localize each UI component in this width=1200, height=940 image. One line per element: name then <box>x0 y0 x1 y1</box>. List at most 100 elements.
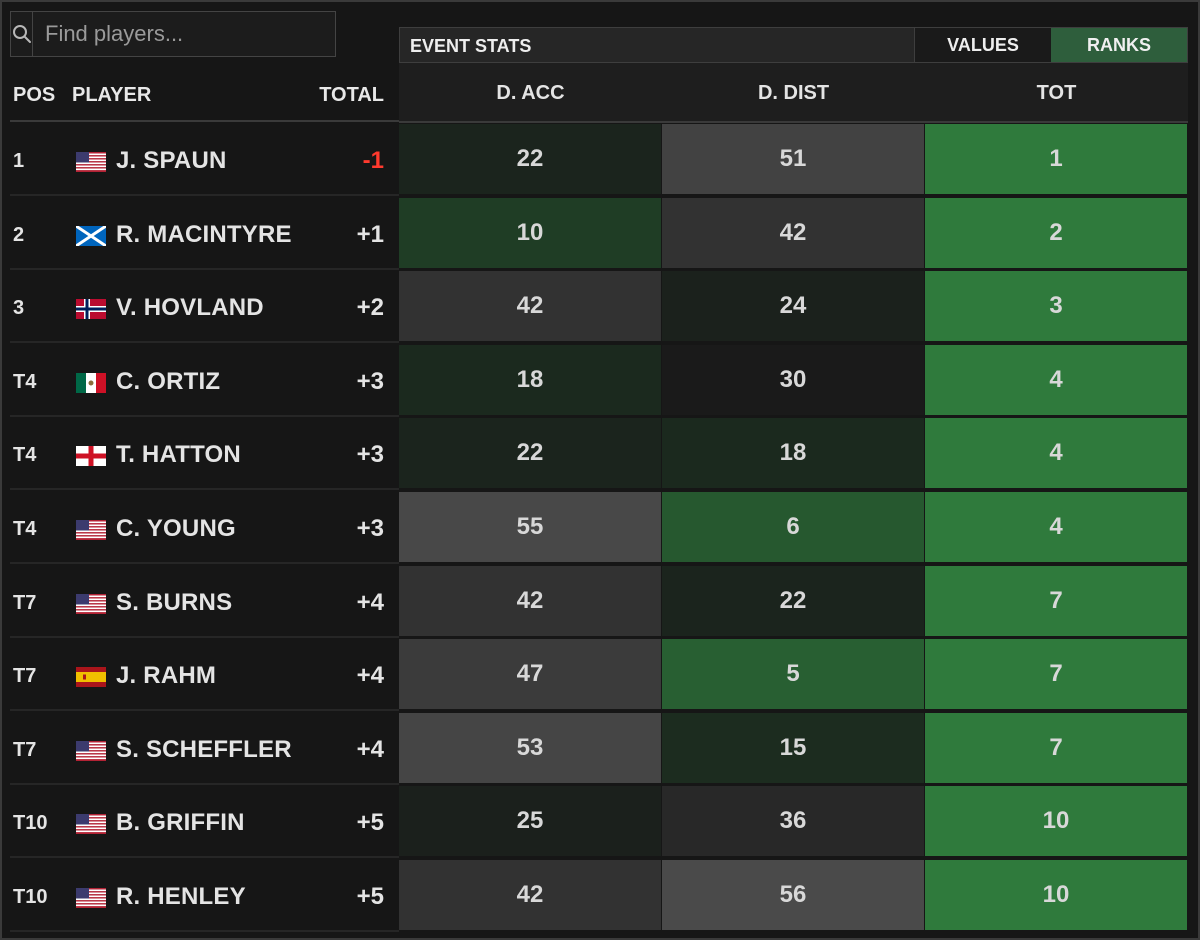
d-dist-cell: 42 <box>662 197 925 270</box>
d-acc-cell: 22 <box>399 124 662 196</box>
player-row[interactable]: T10 R. HENLEY +5 <box>10 860 400 932</box>
stats-header: D. ACC D. DIST TOT <box>399 63 1188 123</box>
search-icon[interactable] <box>11 12 33 56</box>
d-acc-cell: 42 <box>399 271 662 344</box>
total-score: -1 <box>362 147 384 174</box>
position: T7 <box>13 738 37 761</box>
d-acc-cell: 10 <box>399 197 662 270</box>
player-name[interactable]: T. HATTON <box>116 441 241 469</box>
event-stats-title: EVENT STATS <box>410 36 532 56</box>
position: T7 <box>13 591 37 614</box>
stats-row: 53 15 7 <box>399 712 1188 785</box>
tot-cell: 4 <box>925 492 1188 564</box>
d-dist-cell: 24 <box>662 271 925 344</box>
tot-cell: 10 <box>925 786 1188 859</box>
player-name[interactable]: J. RAHM <box>116 662 217 690</box>
player-name[interactable]: J. SPAUN <box>116 147 227 174</box>
player-name[interactable]: V. HOVLAND <box>116 294 264 322</box>
total-score: +4 <box>356 662 384 690</box>
stats-row: 18 30 4 <box>399 344 1188 417</box>
total-header[interactable]: TOTAL <box>319 84 384 106</box>
d-dist-cell: 5 <box>662 639 925 712</box>
player-row[interactable]: T10 B. GRIFFIN +5 <box>10 786 400 859</box>
search-input[interactable] <box>33 11 335 57</box>
tot-cell: 3 <box>925 271 1188 344</box>
player-row[interactable]: T7 J. RAHM +4 <box>10 639 400 712</box>
d-acc-header[interactable]: D. ACC <box>496 82 565 104</box>
player-name[interactable]: R. HENLEY <box>116 883 246 910</box>
stats-row: 10 42 2 <box>399 197 1188 270</box>
stats-row: 42 22 7 <box>399 565 1188 638</box>
player-row[interactable]: 3 V. HOVLAND +2 <box>10 271 400 344</box>
total-score: +3 <box>356 367 384 395</box>
player-name[interactable]: S. BURNS <box>116 588 233 616</box>
position: 1 <box>13 150 25 172</box>
d-dist-cell: 18 <box>662 418 925 491</box>
player-name[interactable]: C. ORTIZ <box>116 367 221 395</box>
values-toggle-button[interactable]: VALUES <box>914 28 1051 62</box>
position: T4 <box>13 518 37 540</box>
d-acc-cell: 42 <box>399 860 662 932</box>
total-score: +3 <box>356 441 384 469</box>
player-row[interactable]: 1 J. SPAUN -1 <box>10 124 400 196</box>
england-flag-icon <box>76 445 106 467</box>
position: 3 <box>13 297 25 320</box>
player-row[interactable]: T7 S. BURNS +4 <box>10 566 400 638</box>
total-score: +4 <box>356 735 384 763</box>
tot-cell: 7 <box>925 565 1188 638</box>
usa-flag-icon <box>76 740 106 761</box>
d-dist-cell: 36 <box>662 786 925 859</box>
stats-row: 42 24 3 <box>399 271 1188 344</box>
d-acc-cell: 47 <box>399 639 662 712</box>
stats-row: 47 5 7 <box>399 639 1188 712</box>
stats-row: 55 6 4 <box>399 492 1188 564</box>
scotland-flag-icon <box>75 224 107 247</box>
d-dist-cell: 22 <box>662 565 925 638</box>
player-name[interactable]: S. SCHEFFLER <box>116 735 292 763</box>
mexico-flag-icon <box>76 372 106 393</box>
d-dist-cell: 30 <box>662 344 925 417</box>
d-acc-cell: 55 <box>399 492 662 564</box>
player-search[interactable] <box>10 11 336 57</box>
stats-row: 42 56 10 <box>399 860 1188 932</box>
pos-header[interactable]: POS <box>13 84 56 106</box>
stats-row: 22 18 4 <box>399 418 1188 491</box>
norway-flag-icon <box>76 298 106 320</box>
d-dist-cell: 51 <box>662 124 925 196</box>
spain-flag-icon <box>76 666 106 688</box>
player-row[interactable]: 2 R. MACINTYRE +1 <box>10 198 400 270</box>
tot-cell: 4 <box>925 418 1188 491</box>
tot-cell: 4 <box>925 344 1188 417</box>
tot-cell: 7 <box>925 639 1188 712</box>
ranks-toggle-button[interactable]: RANKS <box>1051 28 1187 62</box>
total-score: +4 <box>356 588 384 616</box>
player-header[interactable]: PLAYER <box>72 84 152 106</box>
d-dist-cell: 56 <box>662 860 925 932</box>
player-name[interactable]: B. GRIFFIN <box>116 809 245 837</box>
leaderboard-header: POS PLAYER TOTAL <box>10 72 400 122</box>
d-acc-cell: 53 <box>399 712 662 785</box>
position: T10 <box>13 886 48 908</box>
total-score: +1 <box>356 220 384 248</box>
position: T4 <box>13 444 37 467</box>
event-stats-panel: EVENT STATS VALUES RANKS D. ACC D. DIST … <box>399 27 1188 940</box>
player-row[interactable]: T7 S. SCHEFFLER +4 <box>10 713 400 785</box>
player-name[interactable]: C. YOUNG <box>116 515 236 542</box>
usa-flag-icon <box>76 519 106 540</box>
d-acc-cell: 22 <box>399 418 662 491</box>
total-score: +2 <box>356 294 384 322</box>
player-row[interactable]: T4 C. YOUNG +3 <box>10 492 400 564</box>
tot-header[interactable]: TOT <box>1036 82 1077 104</box>
player-row[interactable]: T4 C. ORTIZ +3 <box>10 345 400 417</box>
d-acc-cell: 25 <box>399 786 662 859</box>
tot-cell: 10 <box>925 860 1188 932</box>
player-name[interactable]: R. MACINTYRE <box>116 220 292 248</box>
usa-flag-icon <box>76 887 106 908</box>
d-dist-cell: 15 <box>662 712 925 785</box>
position: T4 <box>13 370 37 393</box>
total-score: +5 <box>356 809 384 837</box>
d-dist-header[interactable]: D. DIST <box>757 82 830 104</box>
tot-cell: 1 <box>925 124 1188 196</box>
total-score: +5 <box>356 883 384 910</box>
player-row[interactable]: T4 T. HATTON +3 <box>10 418 400 491</box>
